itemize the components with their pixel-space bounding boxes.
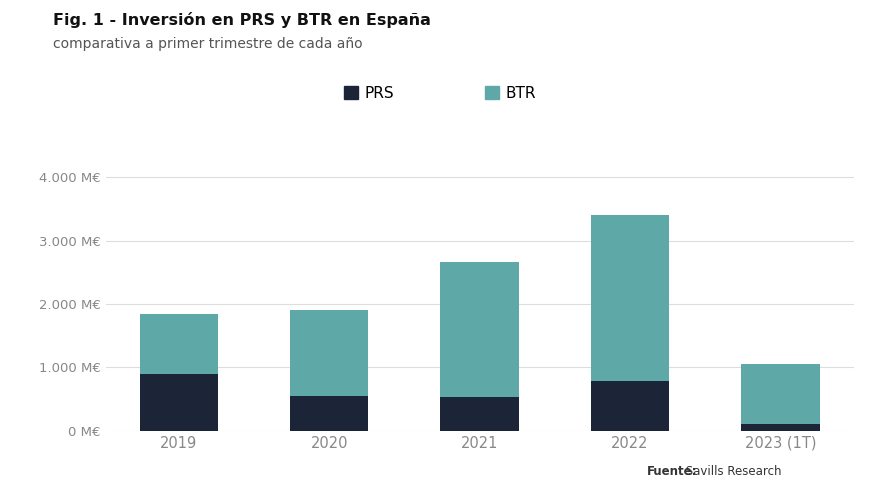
Bar: [441, 261, 518, 397]
Bar: [290, 396, 368, 431]
Text: Fuente:: Fuente:: [647, 465, 697, 478]
Bar: [741, 424, 819, 431]
Bar: [290, 310, 368, 396]
Bar: [441, 397, 518, 431]
Bar: [140, 314, 218, 374]
Text: Savills Research: Savills Research: [682, 465, 781, 478]
Bar: [591, 215, 669, 381]
Legend: PRS, BTR: PRS, BTR: [338, 79, 542, 106]
Text: comparativa a primer trimestre de cada año: comparativa a primer trimestre de cada a…: [53, 37, 363, 51]
Bar: [741, 364, 819, 424]
Bar: [140, 374, 218, 431]
Bar: [591, 381, 669, 431]
Text: Fig. 1 - Inversión en PRS y BTR en España: Fig. 1 - Inversión en PRS y BTR en Españ…: [53, 12, 430, 28]
